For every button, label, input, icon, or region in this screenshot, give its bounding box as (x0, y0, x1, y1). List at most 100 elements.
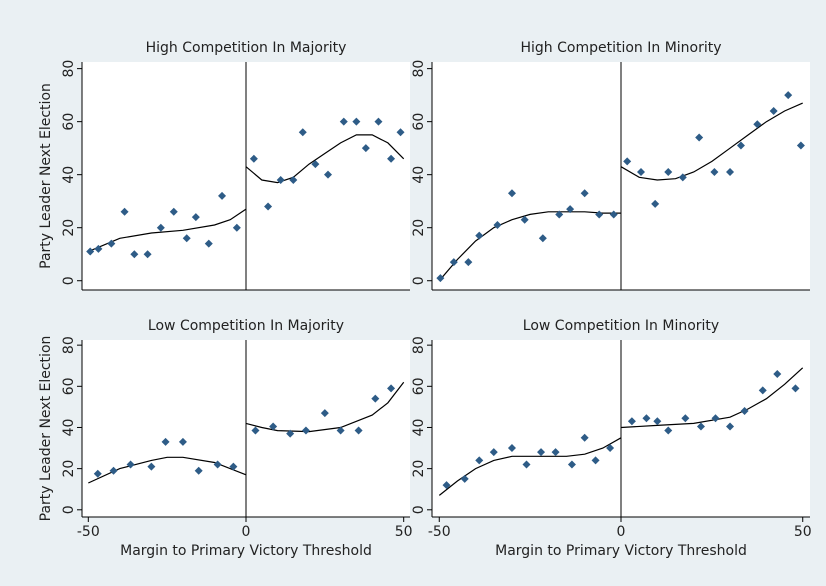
marker (566, 205, 575, 214)
marker (169, 207, 178, 216)
marker (551, 448, 560, 457)
marker (623, 157, 632, 166)
marker (387, 384, 396, 393)
y-tick-label: 0 (411, 276, 427, 285)
marker (354, 426, 363, 435)
marker (93, 469, 102, 478)
marker (507, 189, 516, 198)
marker (609, 210, 618, 219)
marker (538, 234, 547, 243)
marker (264, 202, 273, 211)
marker (213, 460, 222, 469)
marker (710, 168, 719, 177)
fit-line (88, 381, 405, 484)
marker (320, 409, 329, 418)
marker (580, 433, 589, 442)
marker (791, 384, 800, 393)
marker (324, 170, 332, 179)
marker (251, 426, 260, 435)
marker (191, 213, 200, 222)
marker (442, 481, 451, 490)
marker (784, 91, 793, 100)
y-tick-label: 0 (411, 505, 427, 514)
marker (695, 133, 704, 142)
y-tick-label: 80 (61, 336, 77, 354)
y-tick-label: 60 (61, 113, 77, 131)
y-tick-label: 60 (411, 113, 427, 131)
marker (627, 417, 636, 426)
marker (769, 107, 778, 116)
x-tick-label: -50 (428, 524, 451, 540)
y-tick-label: 40 (61, 166, 77, 184)
marker (537, 448, 546, 457)
marker (178, 437, 187, 446)
y-tick-label: 60 (61, 377, 77, 395)
marker (249, 154, 258, 163)
y-tick-label: 80 (61, 60, 77, 78)
y-axis-label: Party Leader Next Election (38, 83, 54, 269)
marker (130, 250, 139, 259)
marker (126, 460, 135, 469)
marker (758, 386, 767, 395)
marker (352, 117, 361, 126)
marker (753, 120, 762, 129)
marker (475, 231, 484, 240)
y-tick-label: 0 (61, 276, 77, 285)
marker (773, 369, 782, 378)
y-tick-label: 40 (411, 166, 427, 184)
x-tick-label: -50 (77, 524, 100, 540)
marker (522, 460, 531, 469)
y-tick-label: 60 (411, 377, 427, 395)
y-tick-label: 20 (411, 219, 427, 237)
x-tick-label: 0 (617, 524, 626, 540)
marker (120, 207, 129, 216)
fit-line (438, 367, 804, 496)
y-tick-label: 20 (61, 460, 77, 478)
marker (229, 462, 238, 471)
marker (374, 117, 383, 126)
marker (109, 466, 118, 475)
marker (651, 199, 660, 208)
marker (289, 175, 298, 184)
x-tick-label: 50 (794, 524, 812, 540)
marker (653, 417, 662, 426)
y-tick-label: 80 (411, 336, 427, 354)
marker (107, 239, 116, 248)
marker (449, 258, 458, 267)
marker (678, 173, 687, 182)
marker (339, 117, 348, 126)
marker (204, 239, 213, 248)
y-tick-label: 20 (411, 460, 427, 478)
marker (94, 244, 103, 253)
fit-line (88, 134, 405, 253)
x-axis-label: Margin to Primary Victory Threshold (120, 543, 372, 559)
marker (567, 460, 576, 469)
marker (507, 444, 516, 453)
x-tick-label: 0 (242, 524, 251, 540)
marker (161, 437, 170, 446)
marker (371, 394, 380, 403)
marker (796, 141, 805, 150)
marker (489, 448, 498, 457)
x-axis-label: Margin to Primary Victory Threshold (495, 543, 747, 559)
panel-title: Low Competition In Minority (523, 318, 719, 334)
marker (591, 456, 600, 465)
marker (580, 189, 589, 198)
y-tick-label: 80 (411, 60, 427, 78)
y-tick-label: 40 (411, 419, 427, 437)
marker (86, 247, 95, 256)
marker (361, 144, 370, 153)
marker (286, 429, 295, 438)
panel-title: High Competition In Majority (146, 40, 347, 56)
marker (147, 462, 156, 471)
marker (711, 414, 720, 423)
marker (726, 422, 735, 431)
y-tick-label: 20 (61, 219, 77, 237)
marker (194, 466, 203, 475)
marker (387, 154, 396, 163)
marker (298, 128, 307, 137)
marker (555, 210, 564, 219)
marker (156, 223, 165, 232)
marker (636, 168, 645, 177)
